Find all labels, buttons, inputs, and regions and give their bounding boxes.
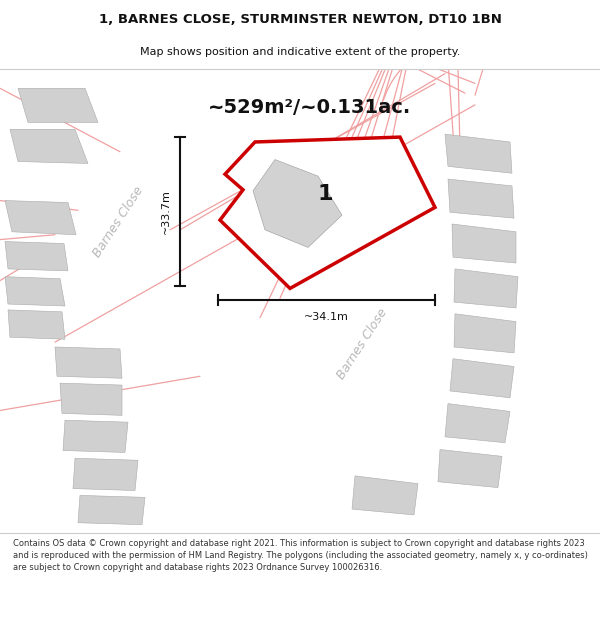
Polygon shape bbox=[63, 420, 128, 452]
Text: 1: 1 bbox=[317, 184, 333, 204]
Polygon shape bbox=[55, 347, 122, 378]
Text: Map shows position and indicative extent of the property.: Map shows position and indicative extent… bbox=[140, 47, 460, 56]
Polygon shape bbox=[445, 404, 510, 442]
Text: Barnes Close: Barnes Close bbox=[91, 184, 146, 260]
Polygon shape bbox=[5, 241, 68, 271]
Polygon shape bbox=[60, 383, 122, 416]
Polygon shape bbox=[18, 88, 98, 122]
Polygon shape bbox=[10, 129, 88, 164]
Polygon shape bbox=[352, 476, 418, 515]
Polygon shape bbox=[220, 137, 435, 288]
Polygon shape bbox=[445, 134, 512, 173]
Text: ~33.7m: ~33.7m bbox=[161, 189, 171, 234]
Text: ~34.1m: ~34.1m bbox=[304, 312, 349, 322]
Polygon shape bbox=[8, 310, 65, 339]
Polygon shape bbox=[5, 201, 76, 235]
Polygon shape bbox=[78, 496, 145, 525]
Text: ~529m²/~0.131ac.: ~529m²/~0.131ac. bbox=[208, 98, 412, 118]
Text: Barnes Close: Barnes Close bbox=[334, 306, 389, 382]
Polygon shape bbox=[454, 314, 516, 353]
Polygon shape bbox=[438, 449, 502, 488]
Text: Contains OS data © Crown copyright and database right 2021. This information is : Contains OS data © Crown copyright and d… bbox=[13, 539, 588, 572]
Polygon shape bbox=[73, 458, 138, 491]
Polygon shape bbox=[454, 269, 518, 308]
Polygon shape bbox=[450, 359, 514, 398]
Text: 1, BARNES CLOSE, STURMINSTER NEWTON, DT10 1BN: 1, BARNES CLOSE, STURMINSTER NEWTON, DT1… bbox=[98, 12, 502, 26]
Polygon shape bbox=[5, 277, 65, 306]
Polygon shape bbox=[448, 179, 514, 218]
Polygon shape bbox=[452, 224, 516, 263]
Polygon shape bbox=[253, 159, 342, 248]
